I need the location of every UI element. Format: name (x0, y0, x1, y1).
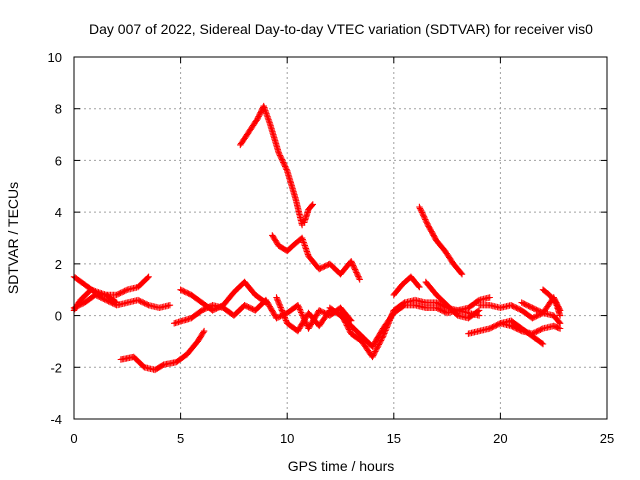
x-tick-label: 0 (70, 431, 77, 446)
y-tick-label: 2 (55, 257, 62, 272)
series-markers (273, 294, 483, 361)
series-markers (416, 203, 466, 278)
series-track-m (416, 203, 466, 278)
y-tick-label: -4 (50, 412, 62, 427)
series-track-c (70, 286, 120, 314)
x-axis-label: GPS time / hours (288, 458, 395, 474)
series-track-d (117, 327, 208, 374)
series-track-l (390, 273, 423, 299)
series-track-i (301, 201, 316, 226)
series-markers (422, 278, 483, 322)
y-tick-label: 10 (48, 50, 62, 65)
series-track-h (269, 232, 363, 283)
series-markers (301, 201, 316, 226)
series-markers (269, 232, 363, 283)
grid (74, 57, 607, 419)
y-tick-label: 0 (55, 309, 62, 324)
series-markers (70, 286, 120, 314)
series-markers (497, 317, 547, 348)
series-markers (326, 294, 493, 350)
x-tick-label: 25 (600, 431, 614, 446)
x-tick-label: 5 (177, 431, 184, 446)
x-tick-label: 10 (280, 431, 294, 446)
series-track-q (497, 317, 547, 348)
series-track-j (273, 294, 483, 361)
series-markers (117, 327, 208, 374)
plot-frame (73, 56, 608, 420)
chart-title: Day 007 of 2022, Sidereal Day-to-day VTE… (89, 21, 593, 37)
series-track-k (326, 294, 493, 350)
series-track-f (177, 278, 270, 314)
y-tick-label: -2 (50, 360, 62, 375)
x-tick-label: 20 (493, 431, 507, 446)
series-markers (177, 278, 270, 314)
y-tick-label: 4 (55, 205, 62, 220)
y-axis-label: SDTVAR / TECUs (5, 182, 21, 294)
series-markers (237, 102, 306, 229)
axis-ticks: 0 5 10 15 20 25 -4 -2 0 2 4 6 8 10 (48, 50, 615, 446)
series-track-n (422, 278, 483, 322)
series-markers (539, 286, 564, 319)
series-track-g (237, 102, 306, 229)
series-markers (390, 273, 423, 299)
y-tick-label: 6 (55, 153, 62, 168)
x-tick-label: 15 (387, 431, 401, 446)
data-points (70, 102, 564, 374)
y-tick-label: 8 (55, 102, 62, 117)
series-track-s (539, 286, 564, 319)
